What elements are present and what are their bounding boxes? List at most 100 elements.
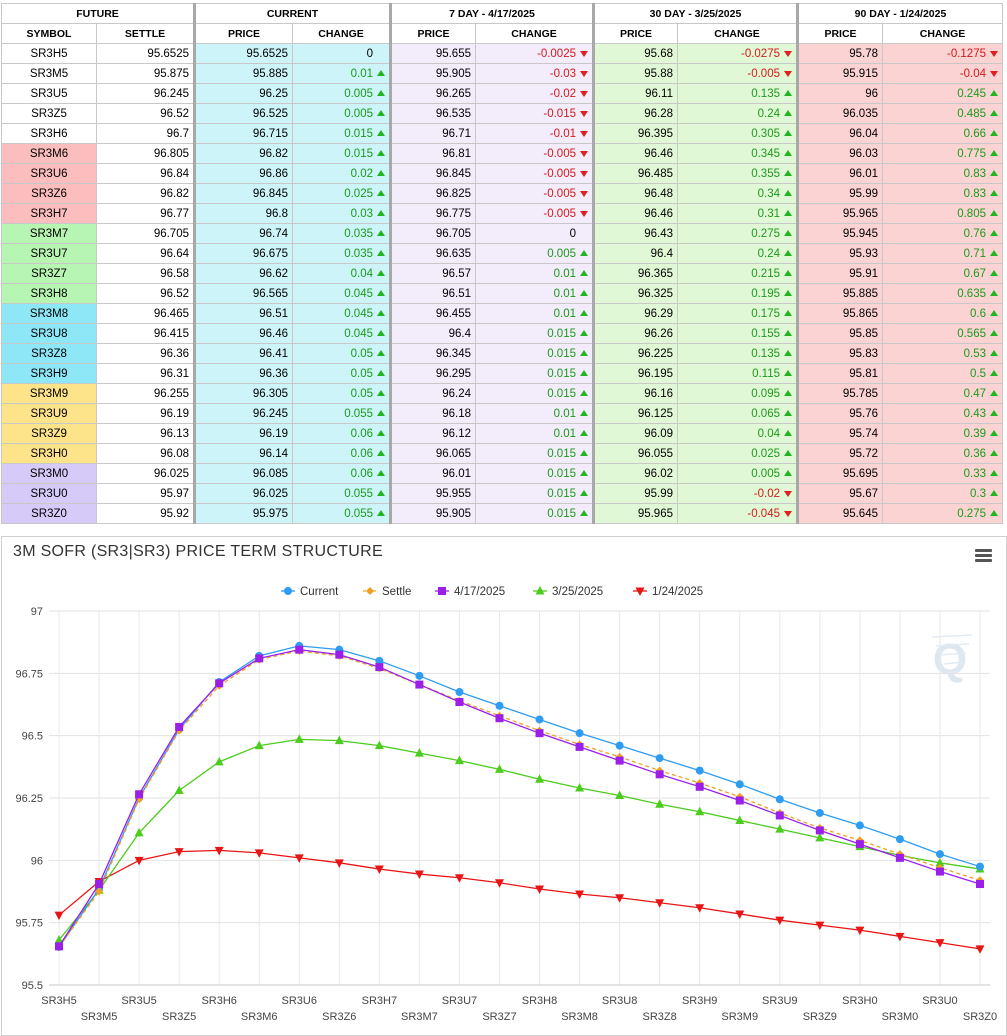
table-row[interactable]: SR3M5 95.875 95.885 0.01 95.905 -0.03 95.88 -0.… (1, 63, 1003, 84)
data-point (695, 904, 705, 913)
table-row[interactable]: SR3H7 96.77 96.8 0.03 96.775 -0.005 96.46 0.31 9… (1, 203, 1003, 224)
data-point (895, 932, 905, 942)
table-row[interactable]: SR3Z0 95.92 95.975 0.055 95.905 0.015 95.965 -0… (1, 503, 1003, 524)
data-point (495, 701, 504, 710)
30day-change-cell: 0.04 (677, 423, 798, 444)
cell-value: 96.52 (160, 107, 189, 120)
column-header-30day-change[interactable]: CHANGE (677, 23, 798, 44)
cell-value: 95.99 (644, 487, 673, 500)
group-header-30day: 30 DAY - 3/25/2025 (592, 3, 798, 24)
column-header-90day-price[interactable]: PRICE (796, 23, 883, 44)
table-row[interactable]: SR3Z6 96.82 96.845 0.025 96.825 -0.005 96.48 0.… (1, 183, 1003, 204)
30day-price-cell: 96.325 (592, 283, 678, 304)
90day-price-cell: 95.785 (796, 383, 883, 404)
legend-item-label[interactable]: Current (300, 586, 339, 598)
arrow-up-icon (377, 189, 385, 196)
arrow-up-icon (784, 469, 792, 476)
table-row[interactable]: SR3M0 96.025 96.085 0.06 96.01 0.015 96.02 0.00… (1, 463, 1003, 484)
data-point (535, 885, 545, 895)
90day-change-cell: 0.245 (882, 83, 1003, 104)
cell-value: 96.845 (252, 187, 288, 200)
current-change-cell: 0.06 (292, 443, 391, 464)
column-header-7day-price[interactable]: PRICE (389, 23, 476, 44)
cell-value: -0.02 (753, 487, 780, 500)
column-header-90day-change[interactable]: CHANGE (882, 23, 1003, 44)
legend-item-label[interactable]: Settle (382, 586, 411, 598)
legend-item-label[interactable]: 3/25/2025 (552, 586, 603, 598)
90day-change-cell: 0.485 (882, 103, 1003, 124)
7day-price-cell: 96.455 (389, 303, 476, 324)
table-row[interactable]: SR3Z7 96.58 96.62 0.04 96.57 0.01 96.365 0.215 9… (1, 263, 1003, 284)
cell-value: SR3U0 (30, 487, 68, 500)
cell-value: 0.015 (344, 147, 373, 160)
30day-change-cell: 0.195 (677, 283, 798, 304)
table-row[interactable]: SR3U5 96.245 96.25 0.005 96.265 -0.02 96.11 0.1… (1, 83, 1003, 104)
cell-value: 95.695 (842, 467, 878, 480)
column-header-30day-price[interactable]: PRICE (592, 23, 678, 44)
data-point (815, 826, 824, 835)
cell-value: 96 (865, 87, 878, 100)
90day-price-cell: 95.915 (796, 63, 883, 84)
column-header-7day-change[interactable]: CHANGE (475, 23, 594, 44)
arrow-up-icon (784, 389, 792, 396)
table-row[interactable]: SR3H8 96.52 96.565 0.045 96.51 0.01 96.325 0.19… (1, 283, 1003, 304)
arrow-down-icon (580, 90, 588, 97)
cell-value: 0.66 (963, 127, 986, 140)
cell-value: 0.045 (344, 287, 373, 300)
table-row[interactable]: SR3H6 96.7 96.715 0.015 96.71 -0.01 96.395 0.30… (1, 123, 1003, 144)
table-row[interactable]: SR3H5 95.6525 95.6525 0 95.655 -0.0025 95.68 -0… (1, 43, 1003, 64)
symbol-cell: SR3H5 (1, 43, 97, 64)
90day-change-cell: 0.83 (882, 163, 1003, 184)
table-row[interactable]: SR3Z8 96.36 96.41 0.05 96.345 0.015 96.225 0.13… (1, 343, 1003, 364)
table-row[interactable]: SR3U7 96.64 96.675 0.035 96.635 0.005 96.4 0.24… (1, 243, 1003, 264)
table-row[interactable]: SR3U8 96.415 96.46 0.045 96.4 0.015 96.26 0.155… (1, 323, 1003, 344)
cell-value: 0.005 (751, 467, 780, 480)
table-row[interactable]: SR3U9 96.19 96.245 0.055 96.18 0.01 96.125 0.06… (1, 403, 1003, 424)
table-row[interactable]: SR3H0 96.08 96.14 0.06 96.065 0.015 96.055 0.02… (1, 443, 1003, 464)
data-point (54, 935, 64, 944)
series-line-0 (58, 645, 981, 948)
arrow-up-icon (580, 329, 588, 336)
column-header-current-change[interactable]: CHANGE (292, 23, 391, 44)
table-row[interactable]: SR3H9 96.31 96.36 0.05 96.295 0.015 96.195 0.11… (1, 363, 1003, 384)
symbol-cell: SR3Z0 (1, 503, 97, 524)
arrow-down-icon (784, 510, 792, 517)
table-row[interactable]: SR3M7 96.705 96.74 0.035 96.705 0 96.43 0.275 95… (1, 223, 1003, 244)
table-row[interactable]: SR3M8 96.465 96.51 0.045 96.455 0.01 96.29 0.17… (1, 303, 1003, 324)
table-row[interactable]: SR3Z5 96.52 96.525 0.005 96.535 -0.015 96.28 0.… (1, 103, 1003, 124)
table-row[interactable]: SR3M6 96.805 96.82 0.015 96.81 -0.005 96.46 0.3… (1, 143, 1003, 164)
settle-cell: 96.58 (96, 263, 195, 284)
cell-value: 96.48 (644, 187, 673, 200)
cell-value: 95.74 (849, 427, 878, 440)
column-header-symbol[interactable]: SYMBOL (1, 23, 97, 44)
arrow-up-icon (377, 269, 385, 276)
arrow-up-icon (784, 309, 792, 316)
7day-price-cell: 96.535 (389, 103, 476, 124)
arrow-up-icon (377, 229, 385, 236)
hamburger-icon[interactable] (975, 549, 992, 563)
cell-value: 96.845 (435, 167, 471, 180)
arrow-up-icon (377, 209, 385, 216)
cell-value: 96.86 (259, 167, 288, 180)
table-row[interactable]: SR3U6 96.84 96.86 0.02 96.845 -0.005 96.485 0.3… (1, 163, 1003, 184)
arrow-up-icon (784, 109, 792, 116)
current-price-cell: 96.8 (193, 203, 293, 224)
column-header-settle[interactable]: SETTLE (96, 23, 195, 44)
table-row[interactable]: SR3U0 95.97 96.025 0.055 95.955 0.015 95.99 -0.… (1, 483, 1003, 504)
column-header-current-price[interactable]: PRICE (193, 23, 293, 44)
group-header-current: CURRENT (193, 3, 391, 24)
7day-change-cell: -0.005 (475, 203, 594, 224)
table-row[interactable]: SR3Z9 96.13 96.19 0.06 96.12 0.01 96.09 0.04 95.… (1, 423, 1003, 444)
legend-marker (284, 587, 292, 595)
cell-value: -0.04 (959, 67, 986, 80)
legend-item-label[interactable]: 4/17/2025 (454, 586, 505, 598)
legend-item-label[interactable]: 1/24/2025 (652, 586, 703, 598)
cell-value: 95.97 (160, 487, 189, 500)
x-tick-label: SR3Z5 (162, 1011, 196, 1023)
cell-value: 96.085 (252, 467, 288, 480)
cell-value: 96.415 (153, 327, 189, 340)
table-row[interactable]: SR3M9 96.255 96.305 0.05 96.24 0.015 96.16 0.09… (1, 383, 1003, 404)
cell-value: 95.905 (435, 67, 471, 80)
7day-price-cell: 96.345 (389, 343, 476, 364)
cell-value: 96.705 (435, 227, 471, 240)
